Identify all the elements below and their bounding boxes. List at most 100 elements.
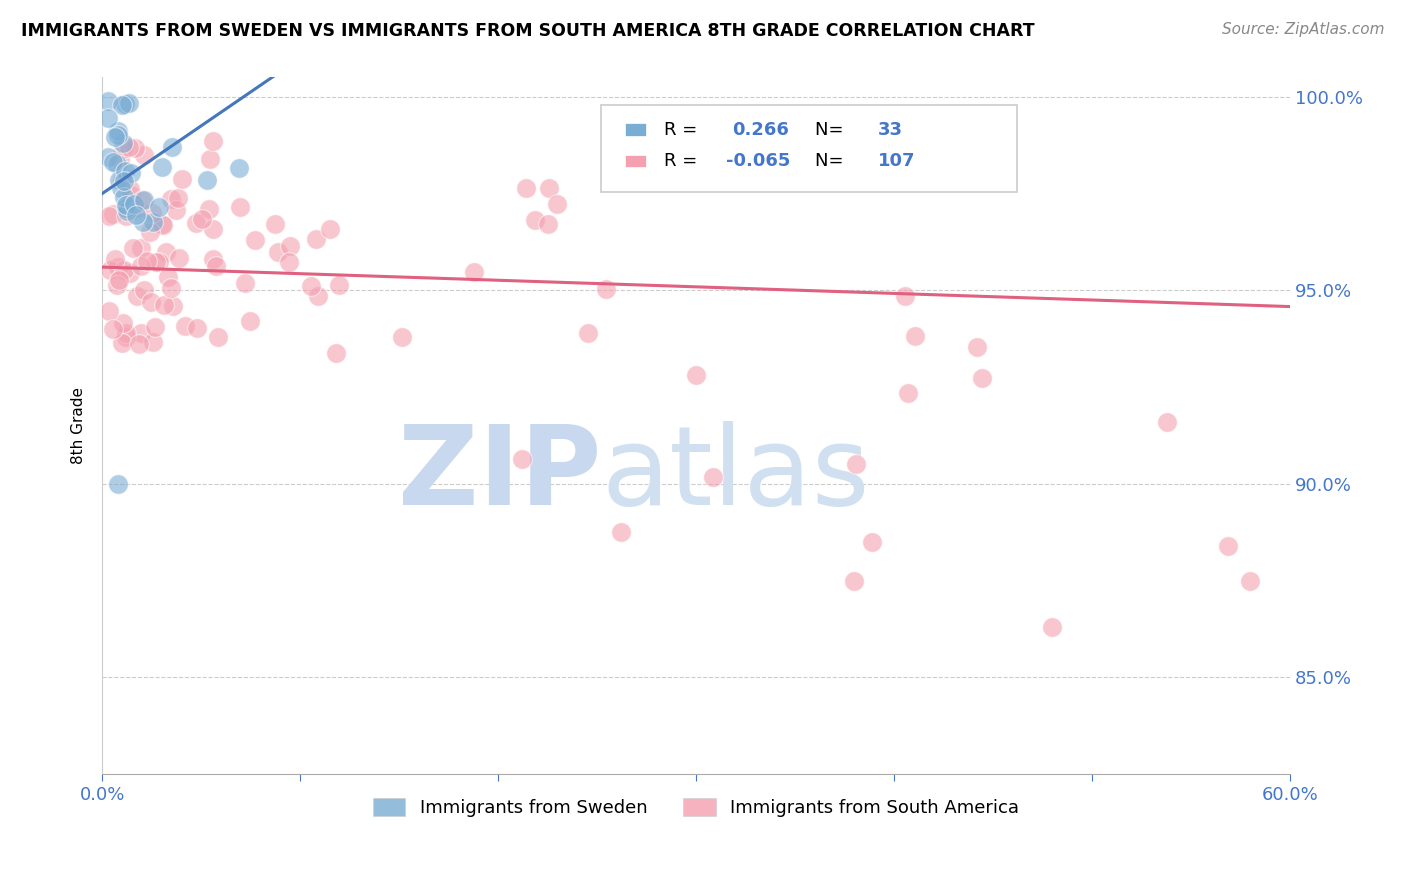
Point bbox=[107, 124, 129, 138]
Point bbox=[160, 139, 183, 153]
Text: 33: 33 bbox=[877, 120, 903, 138]
Point bbox=[167, 191, 190, 205]
Point bbox=[118, 95, 141, 110]
Point bbox=[207, 330, 229, 344]
Point bbox=[115, 326, 138, 341]
Point bbox=[115, 198, 138, 212]
Point bbox=[115, 330, 138, 344]
Point bbox=[903, 329, 925, 343]
Point bbox=[112, 316, 135, 330]
Point bbox=[142, 335, 165, 350]
Point bbox=[120, 166, 142, 180]
Point bbox=[124, 141, 146, 155]
Text: IMMIGRANTS FROM SWEDEN VS IMMIGRANTS FROM SOUTH AMERICA 8TH GRADE CORRELATION CH: IMMIGRANTS FROM SWEDEN VS IMMIGRANTS FRO… bbox=[21, 22, 1035, 40]
Point bbox=[537, 217, 560, 231]
Point bbox=[110, 181, 132, 195]
Point bbox=[202, 134, 225, 148]
Point bbox=[105, 277, 128, 292]
Point bbox=[132, 148, 155, 162]
Point bbox=[138, 225, 160, 239]
Point bbox=[160, 192, 183, 206]
Point bbox=[97, 150, 120, 164]
Point bbox=[152, 218, 174, 232]
Point bbox=[124, 208, 146, 222]
Point bbox=[155, 244, 177, 259]
Point bbox=[165, 202, 187, 217]
Point bbox=[162, 299, 184, 313]
Point bbox=[201, 252, 224, 266]
Point bbox=[141, 295, 163, 310]
Point bbox=[243, 233, 266, 247]
Point bbox=[118, 182, 141, 196]
Point bbox=[1156, 415, 1178, 429]
Point bbox=[112, 142, 135, 156]
Point bbox=[299, 279, 322, 293]
Point bbox=[685, 368, 707, 383]
Point bbox=[184, 216, 207, 230]
Point bbox=[112, 174, 135, 188]
Point bbox=[538, 180, 561, 194]
Point bbox=[108, 153, 131, 167]
Point bbox=[148, 255, 170, 269]
Point bbox=[897, 386, 920, 401]
Point bbox=[101, 155, 124, 169]
Point bbox=[845, 457, 868, 471]
Text: ZIP: ZIP bbox=[398, 421, 602, 528]
Point bbox=[115, 203, 138, 218]
Point bbox=[305, 232, 328, 246]
Point bbox=[145, 255, 167, 269]
Point bbox=[576, 326, 599, 341]
Point bbox=[228, 161, 250, 175]
Point bbox=[1239, 574, 1261, 588]
Point bbox=[131, 241, 153, 255]
Point bbox=[105, 157, 128, 171]
Point bbox=[160, 281, 183, 295]
Point bbox=[111, 97, 134, 112]
Point bbox=[120, 188, 142, 202]
Text: N=: N= bbox=[815, 152, 849, 170]
Point bbox=[202, 222, 225, 236]
Point bbox=[150, 160, 173, 174]
Point bbox=[233, 276, 256, 290]
Point bbox=[131, 193, 153, 207]
Point bbox=[195, 173, 218, 187]
Point bbox=[104, 252, 127, 267]
Point bbox=[702, 469, 724, 483]
Point bbox=[107, 260, 129, 274]
Point bbox=[860, 534, 883, 549]
Point bbox=[111, 174, 134, 188]
Point bbox=[150, 217, 173, 231]
Point bbox=[112, 190, 135, 204]
Point bbox=[103, 322, 125, 336]
Point bbox=[129, 259, 152, 273]
Point bbox=[115, 201, 138, 215]
Point bbox=[118, 266, 141, 280]
Point bbox=[97, 209, 120, 223]
Point bbox=[1042, 620, 1064, 634]
Y-axis label: 8th Grade: 8th Grade bbox=[72, 387, 86, 464]
Point bbox=[143, 320, 166, 334]
Point bbox=[229, 200, 252, 214]
Point bbox=[152, 298, 174, 312]
Point bbox=[132, 283, 155, 297]
Point bbox=[104, 130, 127, 145]
FancyBboxPatch shape bbox=[624, 123, 647, 136]
Point bbox=[510, 451, 533, 466]
Point bbox=[142, 215, 165, 229]
Point bbox=[124, 196, 146, 211]
Point bbox=[970, 371, 993, 385]
Point bbox=[966, 341, 988, 355]
Point bbox=[125, 201, 148, 215]
Point bbox=[108, 273, 131, 287]
Point bbox=[267, 245, 290, 260]
Point bbox=[328, 277, 350, 292]
Point bbox=[112, 136, 135, 151]
Point bbox=[135, 254, 157, 268]
Point bbox=[894, 289, 917, 303]
Point bbox=[174, 319, 197, 334]
Point bbox=[515, 181, 537, 195]
Point bbox=[134, 193, 156, 207]
Point bbox=[172, 172, 194, 186]
Point bbox=[844, 574, 866, 588]
Point bbox=[263, 217, 285, 231]
